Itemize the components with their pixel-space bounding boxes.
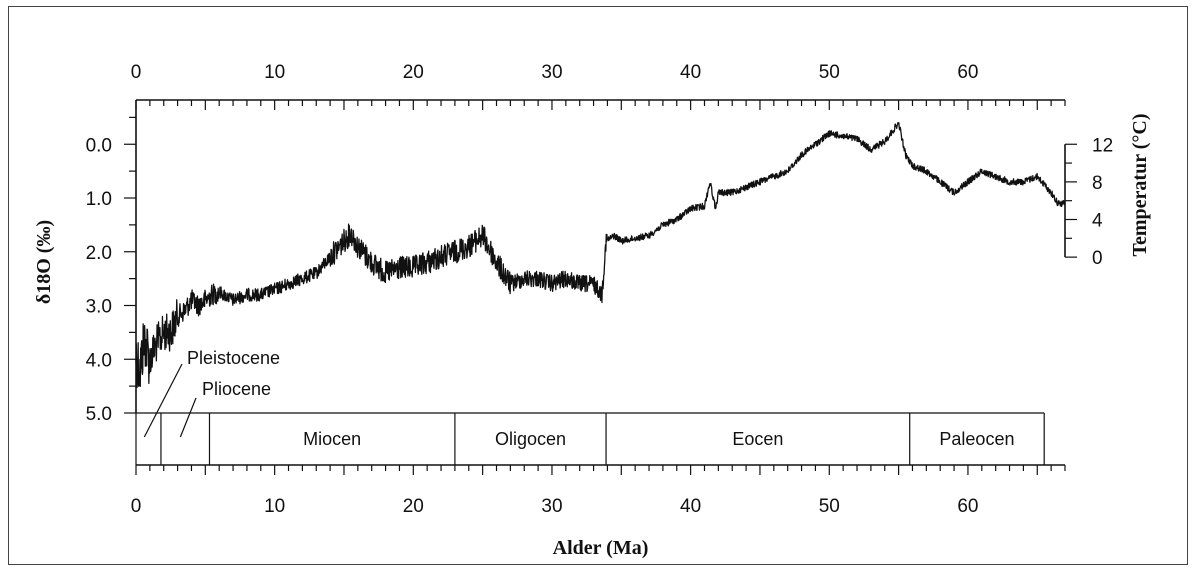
pleistocene-leader-line [143, 363, 183, 438]
top-x-tick-label: 10 [264, 62, 285, 83]
left-y-tick-label: 4.0 [86, 350, 112, 371]
y-axis-title: δ18O (‰) [33, 220, 55, 304]
left-y-tick-label: 5.0 [86, 404, 112, 425]
top-x-tick-label: 50 [819, 62, 840, 83]
left-y-tick-label: 1.0 [86, 189, 112, 210]
left-y-tick-label: 2.0 [86, 243, 112, 264]
epoch-label: Miocen [303, 429, 361, 449]
bottom-x-tick-label: 50 [819, 496, 840, 517]
bottom-x-tick-label: 10 [264, 496, 285, 517]
epoch-label: Paleocen [939, 429, 1014, 449]
pleistocene-label: Pleistocene [187, 348, 280, 368]
top-x-tick-label: 60 [957, 62, 978, 83]
top-x-tick-label: 0 [131, 62, 142, 83]
right-y-tick-label: 12 [1092, 135, 1113, 156]
bottom-x-tick-label: 30 [541, 496, 562, 517]
right-y-tick-label: 0 [1092, 248, 1103, 269]
left-y-tick-label: 0.0 [86, 135, 112, 156]
right-y-axis-title: Temperatur (°C) [1129, 114, 1151, 257]
left-y-tick-label: 3.0 [86, 297, 112, 318]
bottom-x-tick-label: 0 [131, 496, 142, 517]
right-y-tick-label: 4 [1092, 211, 1103, 232]
top-x-tick-label: 30 [541, 62, 562, 83]
bottom-x-tick-label: 60 [957, 496, 978, 517]
figure-frame [8, 6, 1188, 565]
top-x-tick-label: 40 [680, 62, 701, 83]
pliocene-label: Pliocene [202, 379, 271, 399]
x-axis-title: Alder (Ma) [553, 537, 649, 559]
d18o-series-line [135, 122, 1066, 388]
epoch-label: Eocen [732, 429, 783, 449]
right-y-tick-label: 8 [1092, 173, 1103, 194]
epoch-label: Oligocen [495, 429, 566, 449]
bottom-x-tick-label: 20 [403, 496, 424, 517]
top-x-tick-label: 20 [403, 62, 424, 83]
bottom-x-tick-label: 40 [680, 496, 701, 517]
pliocene-leader-line [179, 397, 197, 438]
